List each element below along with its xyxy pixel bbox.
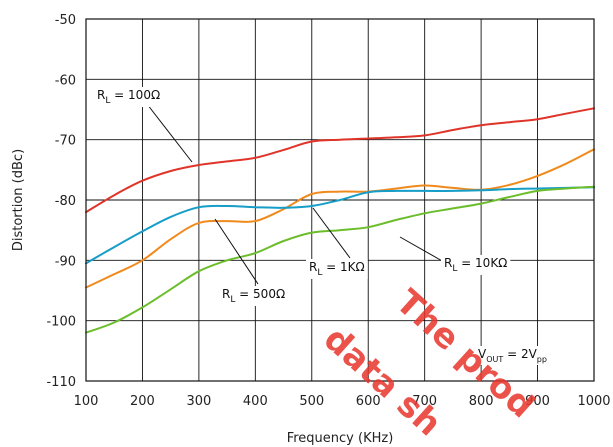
label-main: R <box>444 256 452 270</box>
series-label-1kohm: RL = 1KΩ <box>309 260 365 278</box>
leader-line <box>399 236 445 263</box>
x-tick-label: 400 <box>243 394 268 409</box>
series-label-500ohm: RL = 500Ω <box>222 287 285 305</box>
x-tick-label: 800 <box>469 394 494 409</box>
x-tick-label: 100 <box>74 394 99 409</box>
label-subscript: L <box>105 96 110 106</box>
y-tick-label: -110 <box>46 375 76 390</box>
series-label-100ohm: RL = 100Ω <box>97 88 160 106</box>
label-backdrop <box>475 346 550 365</box>
tick-labels: 100 200 300 400 500 600 700 800 900 1000 -110 -100 -… <box>46 13 610 409</box>
series-label-10kohm: RL = 10KΩ <box>444 256 507 274</box>
label-main: R <box>97 88 105 102</box>
label-backdrop <box>441 255 511 275</box>
leader-line <box>312 207 351 259</box>
y-tick-label: -50 <box>55 13 76 28</box>
series-line-1kohm <box>85 148 595 289</box>
x-tick-label: 300 <box>186 394 211 409</box>
y-tick-label: -80 <box>55 194 76 209</box>
vout-mid: = 2V <box>503 347 537 361</box>
series-line-500ohm <box>85 186 595 265</box>
vout-sub: OUT <box>486 355 503 364</box>
label-rest: = 1KΩ <box>322 260 364 274</box>
label-backdrop <box>219 286 289 306</box>
x-axis-label: Frequency (KHz) <box>287 431 394 446</box>
label-main: R <box>309 260 317 274</box>
y-axis-label: Distortion (dBc) <box>11 149 26 251</box>
x-tick-label: 900 <box>525 394 550 409</box>
x-tick-label: 1000 <box>577 394 610 409</box>
x-tick-label: 700 <box>412 394 437 409</box>
y-tick-label: -60 <box>55 73 76 88</box>
label-backdrop <box>306 259 368 279</box>
label-subscript: L <box>452 264 457 274</box>
y-tick-label: -90 <box>55 254 76 269</box>
series-line-100ohm <box>85 107 595 214</box>
vout-annotation: VOUT = 2Vpp <box>478 347 547 364</box>
vout-main: V <box>478 347 487 361</box>
vout-sub2: pp <box>537 355 547 364</box>
label-subscript: L <box>230 295 235 305</box>
label-rest: = 500Ω <box>235 287 285 301</box>
label-backdrop <box>94 87 164 107</box>
label-rest: = 10KΩ <box>457 256 507 270</box>
x-tick-label: 200 <box>130 394 155 409</box>
y-tick-label: -100 <box>46 315 76 330</box>
series-layer <box>85 107 595 334</box>
label-subscript: L <box>317 268 322 278</box>
plot-frame <box>85 18 595 382</box>
label-rest: = 100Ω <box>110 88 160 102</box>
x-tick-label: 600 <box>356 394 381 409</box>
series-line-10kohm <box>85 185 595 334</box>
leader-line <box>214 218 259 285</box>
y-tick-label: -70 <box>55 134 76 149</box>
x-tick-label: 500 <box>299 394 324 409</box>
label-main: R <box>222 287 230 301</box>
leader-line <box>146 103 193 163</box>
